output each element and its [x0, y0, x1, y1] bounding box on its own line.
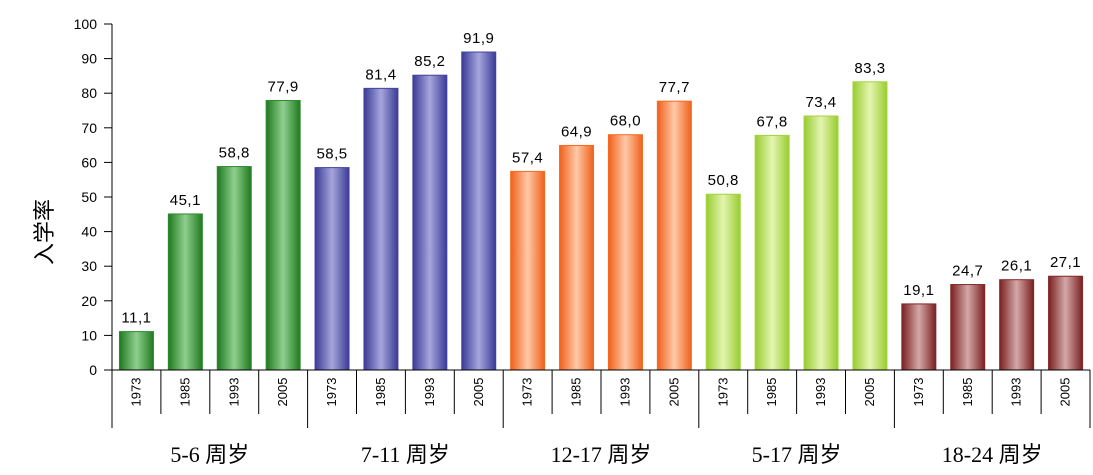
bar [412, 74, 448, 371]
bar [265, 99, 301, 371]
bar [1048, 275, 1084, 371]
data-label: 26,1 [1001, 258, 1032, 275]
y-tick-label: 70 [81, 120, 97, 136]
bar [705, 193, 741, 371]
group-label: 12-17 周岁 [551, 442, 652, 467]
x-tick-label: 1985 [569, 378, 584, 407]
data-label: 24,7 [952, 263, 983, 280]
group-label: 7-11 周岁 [361, 442, 450, 467]
y-tick-label: 90 [81, 51, 97, 67]
bar [510, 170, 546, 371]
bar [901, 303, 937, 371]
x-tick-label: 2005 [471, 378, 486, 407]
data-label: 83,3 [854, 60, 885, 77]
x-tick-label: 1993 [226, 378, 241, 407]
x-tick-label: 2005 [275, 378, 290, 407]
x-tick-label: 1993 [617, 378, 632, 407]
bar [559, 144, 595, 371]
x-tick-label: 1973 [911, 378, 926, 407]
x-tick-label: 2005 [666, 378, 681, 407]
data-label: 81,4 [365, 66, 396, 83]
y-tick-label: 100 [74, 16, 98, 32]
x-tick-label: 1985 [177, 378, 192, 407]
bar [363, 87, 399, 371]
data-label: 57,4 [512, 149, 543, 166]
y-axis-label: 入学率 [33, 199, 58, 265]
x-tick-label: 1973 [520, 378, 535, 407]
x-tick-label: 1985 [960, 378, 975, 407]
data-label: 85,2 [414, 53, 445, 70]
data-label: 58,8 [219, 145, 250, 162]
group-label: 5-17 周岁 [752, 442, 842, 467]
data-label: 73,4 [805, 94, 836, 111]
x-tick-label: 1973 [128, 378, 143, 407]
bar [118, 331, 154, 371]
bar [216, 166, 252, 371]
bar [461, 51, 497, 371]
data-label: 68,0 [610, 113, 641, 130]
y-tick-label: 10 [81, 327, 97, 343]
y-tick-label: 80 [81, 85, 97, 101]
data-label: 91,9 [463, 30, 494, 47]
y-tick-label: 0 [89, 362, 97, 378]
bar [656, 100, 692, 371]
bar [999, 279, 1035, 371]
data-label: 27,1 [1050, 254, 1081, 271]
bar [803, 115, 839, 371]
x-tick-label: 1985 [373, 378, 388, 407]
data-label: 64,9 [561, 123, 592, 140]
y-tick-label: 30 [81, 258, 97, 274]
bar [754, 134, 790, 371]
data-label: 67,8 [757, 113, 788, 130]
y-tick-label: 40 [81, 224, 97, 240]
x-tick-label: 1973 [324, 378, 339, 407]
bar [950, 284, 986, 371]
data-label: 19,1 [903, 282, 934, 299]
bar [167, 213, 203, 371]
y-tick-label: 50 [81, 189, 97, 205]
bar [852, 81, 888, 371]
y-tick-label: 60 [81, 154, 97, 170]
x-tick-label: 2005 [1058, 378, 1073, 407]
x-tick-label: 1973 [715, 378, 730, 407]
group-label: 18-24 周岁 [942, 442, 1043, 467]
x-tick-label: 1993 [813, 378, 828, 407]
x-tick-label: 1993 [1009, 378, 1024, 407]
data-label: 11,1 [121, 310, 151, 327]
x-tick-label: 2005 [862, 378, 877, 407]
bar [607, 134, 643, 371]
bar [314, 167, 350, 371]
x-tick-label: 1993 [422, 378, 437, 407]
data-label: 77,9 [268, 78, 299, 95]
group-label: 5-6 周岁 [170, 442, 249, 467]
y-tick-label: 20 [81, 293, 97, 309]
data-label: 77,7 [659, 79, 690, 96]
data-label: 45,1 [170, 192, 201, 209]
data-label: 58,5 [316, 146, 347, 163]
data-label: 50,8 [708, 172, 739, 189]
x-tick-label: 1985 [764, 378, 779, 407]
